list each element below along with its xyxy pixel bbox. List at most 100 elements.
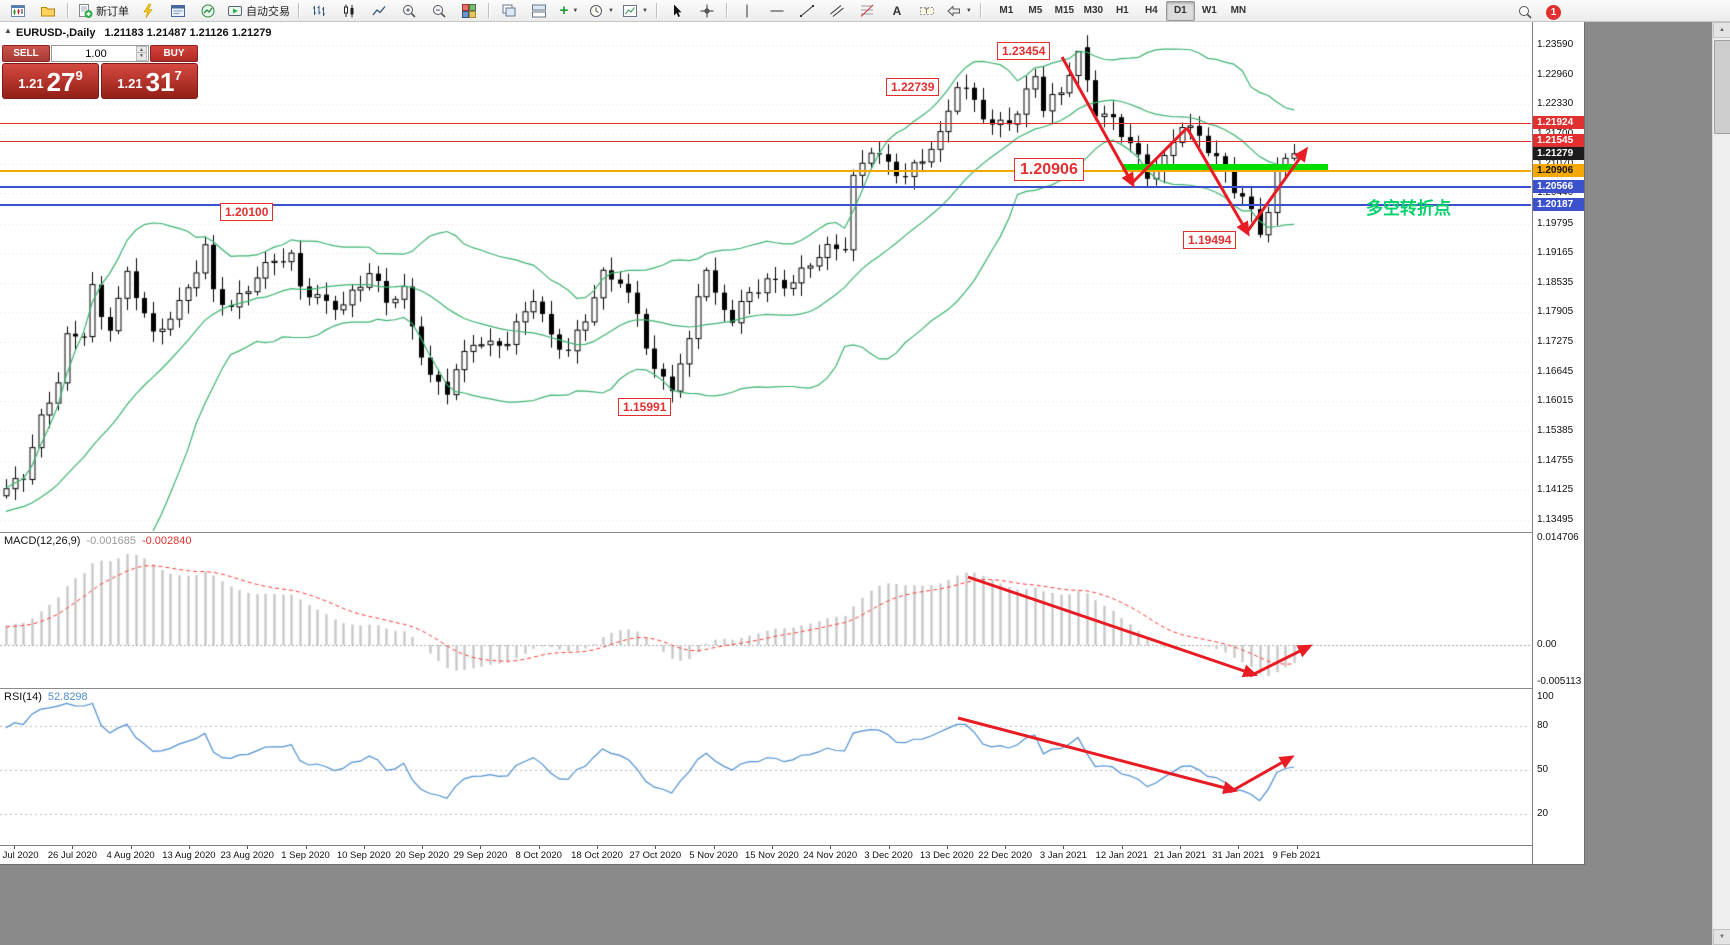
time-axis-tick <box>363 846 365 849</box>
time-axis-label: 18 Oct 2020 <box>571 850 623 861</box>
timeframe-button-d1[interactable]: D1 <box>1165 0 1195 21</box>
price-tag[interactable]: 1.20100 <box>220 203 274 222</box>
resistance-line-2[interactable] <box>0 140 1531 142</box>
tile-windows-icon <box>462 3 476 18</box>
time-axis-tick <box>1005 846 1007 849</box>
panel-separator[interactable] <box>0 688 1584 689</box>
panel-separator[interactable] <box>0 532 1584 533</box>
time-axis-tick <box>72 846 74 849</box>
tile-windows-button[interactable] <box>454 0 484 22</box>
one-click-trading-panel: SELL ▲ ▼ BUY 1.21 27 9 1.21 31 7 <box>2 45 198 99</box>
support-line-blue-1[interactable] <box>0 186 1531 189</box>
price-scale-tick: 1.22960 <box>1537 68 1574 80</box>
time-axis-label: 21 Jan 2021 <box>1153 850 1207 861</box>
trend-arrow[interactable] <box>957 716 1239 794</box>
time-axis[interactable]: 16 Jul 2020 26 Jul 2020 4 Aug 2020 13 Aug 2… <box>0 845 1532 864</box>
label-tool-button[interactable]: T <box>912 0 942 22</box>
search-button[interactable] <box>1510 1 1540 23</box>
scrollbar-thumb[interactable] <box>1714 40 1730 134</box>
shapes-tool-button[interactable]: ▼ <box>942 0 976 22</box>
notification-badge[interactable]: 1 <box>1546 4 1561 20</box>
timeframe-button-mn[interactable]: MN <box>1230 5 1247 16</box>
period-selector-button[interactable]: ▼ <box>584 0 618 22</box>
sell-button[interactable]: SELL <box>2 45 50 62</box>
zoom-out-button[interactable] <box>424 0 454 22</box>
price-scale[interactable]: 1.235901.229601.223301.217001.210701.204… <box>1532 22 1584 864</box>
trend-arrow[interactable] <box>1249 644 1313 678</box>
support-line-blue-2[interactable] <box>0 204 1531 207</box>
crosshair-icon <box>700 4 714 17</box>
timeframe-button-w1[interactable]: W1 <box>1201 5 1217 16</box>
macd-scale-tick: -0.005113 <box>1537 676 1582 688</box>
ask-price-panel[interactable]: 1.21 31 7 <box>101 63 198 99</box>
chevron-down-icon: ▼ <box>608 7 614 14</box>
terminal-button[interactable] <box>163 0 193 22</box>
pivot-line-orange[interactable] <box>0 170 1531 173</box>
trend-arrow[interactable] <box>1130 126 1189 185</box>
vertical-line-icon <box>746 4 748 17</box>
time-axis-tick <box>946 846 948 849</box>
price-scale-tick: 1.15385 <box>1537 425 1574 437</box>
timeframe-button-m1[interactable]: M1 <box>999 5 1014 16</box>
price-tag[interactable]: 1.23454 <box>997 42 1051 61</box>
vertical-line-tool-button[interactable] <box>732 0 762 22</box>
template-button[interactable]: ▼ <box>618 0 652 22</box>
price-chart-canvas[interactable] <box>0 22 1584 864</box>
trendline-tool-button[interactable] <box>792 0 822 22</box>
pivot-note-label: 多空转折点 <box>1366 199 1451 218</box>
candlestick-chart-type-button[interactable] <box>334 0 364 22</box>
profiles-button[interactable] <box>33 0 63 22</box>
price-tag[interactable]: 1.20906 <box>1014 158 1084 182</box>
price-tag[interactable]: 1.15991 <box>618 398 672 417</box>
autotrading-button[interactable]: 自动交易 <box>223 0 294 22</box>
price-scale-badge: 1.20187 <box>1533 198 1584 212</box>
time-axis-tick <box>655 846 657 849</box>
trend-arrow[interactable] <box>1185 127 1250 237</box>
price-scale-badge: 1.21279 <box>1533 146 1584 160</box>
resistance-line-1[interactable] <box>0 122 1531 124</box>
trend-arrow[interactable] <box>1229 755 1295 794</box>
new-order-button[interactable]: 新订单 <box>73 0 133 22</box>
cascade-windows-button[interactable] <box>494 0 524 22</box>
add-indicator-button[interactable]: + ▼ <box>554 0 584 22</box>
price-scale-badge: 1.20906 <box>1533 164 1584 178</box>
pivot-note-text[interactable]: 多空转折点 <box>1366 194 1451 219</box>
vertical-scrollbar[interactable]: ▲ ▼ <box>1712 22 1730 945</box>
channel-tool-button[interactable] <box>822 0 852 22</box>
trend-arrow[interactable] <box>967 575 1259 678</box>
zoom-in-button[interactable] <box>394 0 424 22</box>
price-tag[interactable]: 1.22739 <box>886 78 940 97</box>
timeframe-toolbar: M1 M5 M15 M30 H1 H4 D1 W1 MN <box>992 0 1253 21</box>
line-chart-type-button[interactable] <box>364 0 394 22</box>
horizontal-line-tool-button[interactable] <box>762 0 792 22</box>
bar-chart-type-button[interactable] <box>304 0 334 22</box>
fibonacci-tool-button[interactable] <box>852 0 882 22</box>
trend-arrow[interactable] <box>1245 146 1309 233</box>
bid-price-panel[interactable]: 1.21 27 9 <box>2 63 99 99</box>
timeframe-button-m30[interactable]: M30 <box>1083 5 1104 16</box>
timeframe-button-m15[interactable]: M15 <box>1054 5 1075 16</box>
macd-label: MACD(12,26,9) <box>4 535 81 547</box>
tile-horizontal-button[interactable] <box>524 0 554 22</box>
timeframe-button-h4[interactable]: H4 <box>1144 5 1158 16</box>
volume-field: ▲ ▼ <box>51 45 149 62</box>
new-chart-button[interactable] <box>3 0 33 22</box>
price-tag[interactable]: 1.19494 <box>1183 231 1237 250</box>
buy-button[interactable]: BUY <box>150 45 198 62</box>
trend-arrow[interactable] <box>1060 56 1135 188</box>
strategy-tester-button[interactable] <box>193 0 223 22</box>
scroll-up-button[interactable]: ▲ <box>1713 22 1730 38</box>
timeframe-button-h1[interactable]: H1 <box>1115 5 1129 16</box>
rsi-scale-tick: 50 <box>1537 764 1549 775</box>
one-click-toggle[interactable]: ▲ <box>4 26 12 35</box>
volume-decrease-button[interactable]: ▼ <box>136 52 147 61</box>
support-zone-line[interactable] <box>1122 163 1328 170</box>
cursor-tool-button[interactable] <box>662 0 692 22</box>
time-axis-tick <box>305 846 307 849</box>
text-tool-button[interactable]: A <box>882 0 912 22</box>
crosshair-tool-button[interactable] <box>692 0 722 22</box>
scroll-down-button[interactable]: ▼ <box>1713 929 1730 945</box>
volume-input[interactable] <box>52 46 148 61</box>
metaeditor-button[interactable] <box>133 0 163 22</box>
timeframe-button-m5[interactable]: M5 <box>1028 5 1043 16</box>
